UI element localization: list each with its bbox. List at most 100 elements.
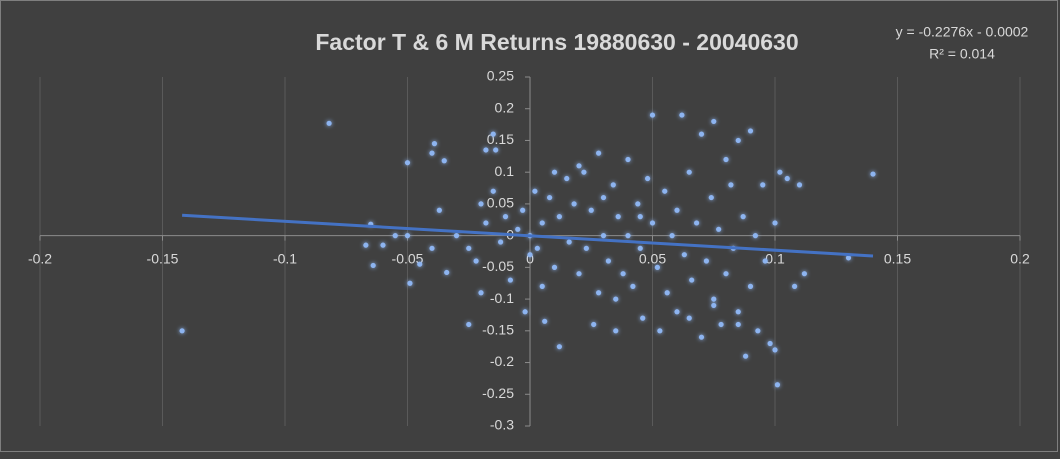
point [784,175,790,182]
point [686,169,692,175]
point [711,302,717,309]
y-tick-label: -0.3 [490,417,514,433]
point [728,182,734,188]
point [483,220,489,226]
x-tick-label: -0.15 [147,250,179,266]
point [596,290,602,296]
point [711,118,717,125]
point [556,214,563,220]
point [740,214,746,220]
point [674,207,680,213]
y-tick-label: 0.2 [495,99,515,115]
point [679,112,685,118]
point [615,214,621,220]
x-tick-label: 0.15 [884,250,911,266]
point [698,131,705,137]
x-tick-label: -0.05 [392,250,424,266]
point [669,233,675,239]
point [363,242,369,248]
point [417,261,423,267]
point [596,150,602,156]
point [478,290,484,296]
point [515,226,521,232]
point [649,220,656,226]
point [760,182,766,188]
point [674,309,680,315]
point [620,271,626,277]
y-tick-label: 0.1 [495,163,515,179]
point [539,283,545,289]
point [640,315,646,321]
y-tick-label: 0.05 [487,195,514,211]
point [380,242,386,248]
point [490,131,496,137]
x-tick-label: 0.2 [1010,250,1030,266]
point [703,258,710,264]
point [716,226,722,232]
point [576,163,582,169]
point [370,262,376,269]
point [762,258,768,264]
point [466,321,472,328]
points [179,112,876,388]
point [698,334,705,340]
point [431,141,438,147]
point [564,175,570,182]
x-tick-label: -0.2 [28,250,52,266]
point [527,252,533,258]
point [735,309,741,315]
point [755,328,761,334]
point [654,264,661,270]
point [752,233,759,239]
point [723,271,729,277]
point [637,214,643,220]
point [610,182,616,188]
point [498,239,504,245]
point [772,220,778,226]
point [453,233,460,239]
point [743,353,749,359]
y-tick-label: -0.1 [490,290,514,306]
point [686,315,692,321]
point [588,207,594,213]
point [576,271,582,277]
point [664,290,670,296]
point [591,321,597,328]
point [490,188,496,194]
point [407,280,413,286]
point [429,150,435,156]
point [571,201,577,207]
point [630,283,636,289]
point [581,169,587,175]
point [774,382,781,388]
trendline-equation: y = -0.2276x - 0.0002 [896,24,1029,40]
point [542,318,548,324]
point [441,158,447,164]
point [711,296,717,302]
y-tick-label: -0.05 [482,258,514,274]
point [735,321,741,328]
point [613,328,619,334]
point [747,283,754,289]
point [645,175,651,182]
point [662,188,668,194]
point [777,169,783,175]
point [681,252,687,258]
point [723,156,729,163]
point [718,321,724,328]
point [801,271,808,277]
y-tick-label: 0.25 [487,68,514,84]
point [625,156,631,163]
point [600,194,607,201]
point [605,258,612,264]
point [502,214,509,220]
y-tick-label: -0.15 [482,322,514,338]
point [466,245,472,251]
point [493,147,499,153]
point [792,283,798,289]
point [483,147,489,153]
point [747,128,754,134]
point [404,160,411,166]
